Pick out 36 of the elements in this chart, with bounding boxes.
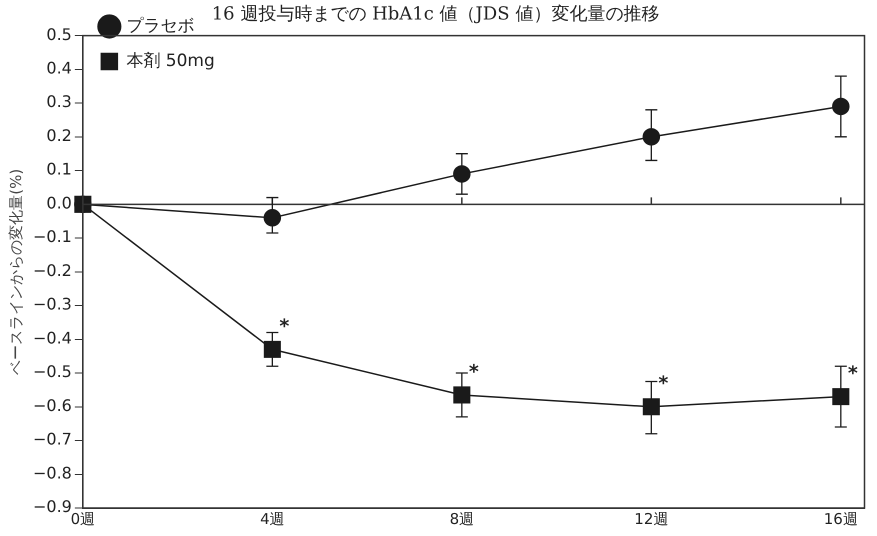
annotation: * bbox=[658, 372, 668, 395]
x-tick-label: 4週 bbox=[260, 510, 285, 528]
y-tick-label: −0.6 bbox=[32, 396, 72, 415]
legend-label: プラセボ bbox=[126, 16, 194, 36]
y-tick-label: 0.5 bbox=[46, 24, 72, 44]
y-tick-label: −0.2 bbox=[32, 260, 72, 280]
y-tick-label: −0.5 bbox=[32, 362, 72, 382]
y-tick-label: 0.3 bbox=[46, 92, 72, 112]
point bbox=[832, 98, 850, 116]
chart-title: 16 週投与時までの HbA1c 値（JDS 値）変化量の推移 bbox=[212, 3, 660, 24]
y-tick-label: −0.8 bbox=[32, 463, 72, 482]
point bbox=[642, 128, 660, 146]
point bbox=[264, 340, 281, 358]
y-tick-label: 0.0 bbox=[46, 193, 72, 212]
y-tick-label: −0.3 bbox=[32, 294, 72, 314]
y-tick-label: −0.9 bbox=[32, 497, 72, 516]
point bbox=[453, 386, 470, 404]
point bbox=[264, 209, 282, 227]
legend-label: 本剤 50mg bbox=[126, 50, 215, 71]
point bbox=[832, 388, 850, 406]
x-tick-label: 12週 bbox=[634, 510, 668, 528]
point bbox=[453, 165, 471, 183]
y-tick-label: −0.4 bbox=[32, 328, 72, 348]
annotation: * bbox=[468, 360, 479, 383]
y-tick-label: −0.7 bbox=[32, 430, 72, 449]
y-tick-label: 0.2 bbox=[46, 126, 72, 145]
point bbox=[642, 398, 660, 416]
annotation: * bbox=[279, 315, 290, 338]
annotation: * bbox=[848, 362, 858, 385]
y-tick-label: 0.1 bbox=[46, 160, 72, 179]
x-tick-label: 0週 bbox=[70, 510, 96, 528]
x-tick-label: 8週 bbox=[450, 510, 474, 528]
x-tick-label: 16週 bbox=[824, 510, 858, 528]
y-axis-title: ベースラインからの変化量(%) bbox=[6, 168, 25, 375]
y-tick-label: −0.1 bbox=[32, 227, 72, 246]
y-tick-label: 0.4 bbox=[46, 58, 72, 78]
